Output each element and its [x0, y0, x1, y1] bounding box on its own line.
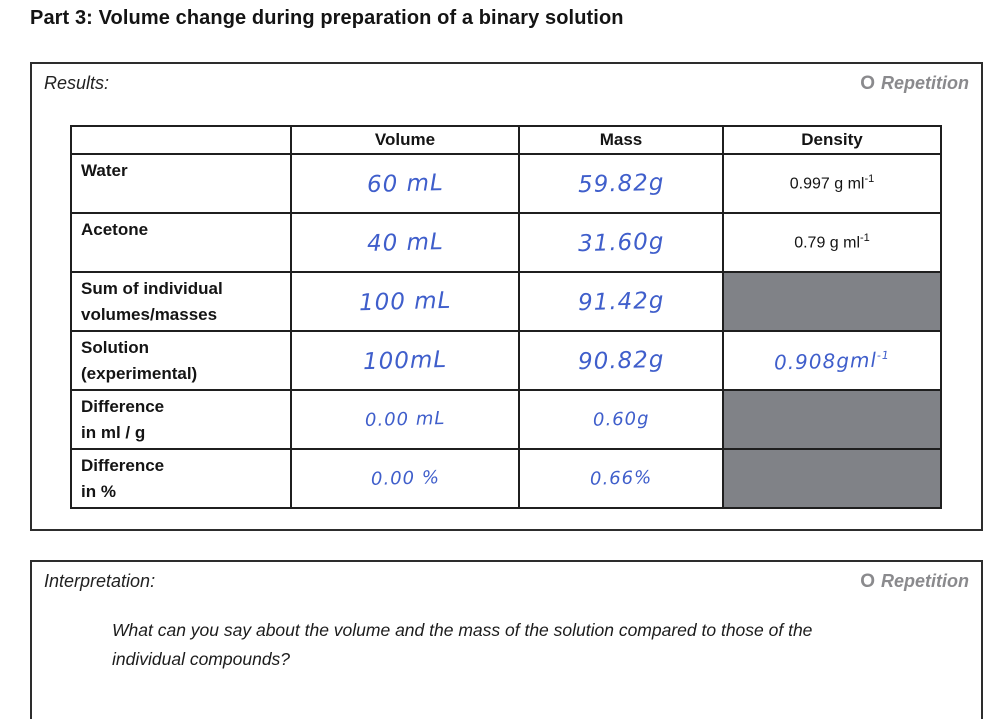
cell-difference-percent-mass: 0.66% [518, 448, 724, 509]
row-label-sum: Sum of individual volumes/masses [70, 271, 292, 332]
row-label-line1: Sum of individual [81, 279, 223, 298]
row-label-solution: Solution (experimental) [70, 330, 292, 391]
header-density: Density [722, 125, 942, 155]
handwritten-value: 91.42g [577, 287, 665, 316]
results-label: Results: [44, 73, 110, 93]
row-label-difference-percent: Difference in % [70, 448, 292, 509]
row-label-line2: in % [81, 482, 116, 501]
header-volume: Volume [290, 125, 520, 155]
results-table: Volume Mass Density Water 60 mL 59.82g 0… [70, 125, 942, 509]
handwritten-density-base: 0.908gml [773, 347, 878, 375]
cell-water-mass: 59.82g [518, 153, 724, 214]
handwritten-value: 100 mL [358, 287, 452, 316]
question-line2: individual compounds? [112, 649, 291, 669]
page-title: Part 3: Volume change during preparation… [30, 7, 624, 29]
header-mass: Mass [518, 125, 724, 155]
table-row-difference-ml-g: Difference in ml / g 0.00 mL 0.60g [70, 389, 942, 450]
cell-solution-density: 0.908gml-1 [722, 330, 942, 391]
table-header-row: Volume Mass Density [70, 125, 942, 155]
cell-solution-volume: 100mL [290, 330, 520, 391]
handwritten-value: 40 mL [366, 228, 444, 257]
cell-acetone-volume: 40 mL [290, 212, 520, 273]
row-label-line2: volumes/masses [81, 305, 218, 324]
row-label-water: Water [70, 153, 292, 214]
cell-difference-mass: 0.60g [518, 389, 724, 450]
repetition-circle-marker: O [860, 73, 875, 94]
cell-sum-density-shaded [722, 271, 942, 332]
row-label-line1: Difference [81, 397, 165, 416]
table-row-water: Water 60 mL 59.82g 0.997 g ml-1 [70, 153, 942, 214]
handwritten-value: 0.908gml-1 [774, 347, 891, 374]
cell-water-volume: 60 mL [290, 153, 520, 214]
row-label-line2: (experimental) [81, 364, 198, 383]
header-empty [70, 125, 292, 155]
results-panel: Results: O Repetition Volume Mass Density… [30, 62, 983, 531]
interpretation-label: Interpretation: [44, 571, 156, 591]
cell-sum-mass: 91.42g [518, 271, 724, 332]
cell-difference-volume: 0.00 mL [290, 389, 520, 450]
repetition-label: Repetition [881, 571, 969, 591]
density-exponent: -1 [864, 173, 875, 186]
repetition-badge-interpretation: O Repetition [860, 571, 969, 593]
printed-density: 0.997 g ml [789, 175, 865, 193]
handwritten-value: 100mL [362, 346, 448, 375]
row-label-line1: Water [81, 161, 128, 180]
interpretation-panel: Interpretation: O Repetition What can you… [30, 560, 983, 719]
table-row-difference-percent: Difference in % 0.00 % 0.66% [70, 448, 942, 509]
table-row-acetone: Acetone 40 mL 31.60g 0.79 g ml-1 [70, 212, 942, 273]
interpretation-question: What can you say about the volume and th… [112, 616, 972, 674]
question-line1: What can you say about the volume and th… [112, 620, 813, 640]
handwritten-value: 0.00 mL [364, 407, 446, 432]
cell-difference-percent-density-shaded [722, 448, 942, 509]
row-label-difference-ml-g: Difference in ml / g [70, 389, 292, 450]
handwritten-value: 90.82g [577, 346, 665, 375]
repetition-circle-marker: O [860, 571, 875, 592]
cell-acetone-mass: 31.60g [518, 212, 724, 273]
cell-solution-mass: 90.82g [518, 330, 724, 391]
handwritten-value: 60 mL [366, 169, 444, 198]
cell-sum-volume: 100 mL [290, 271, 520, 332]
row-label-line1: Acetone [81, 220, 149, 239]
row-label-line2: in ml / g [81, 423, 146, 442]
handwritten-value: 31.60g [577, 228, 665, 257]
density-exponent: -1 [860, 232, 870, 245]
cell-acetone-density: 0.79 g ml-1 [722, 212, 942, 273]
row-label-line1: Difference [81, 456, 165, 475]
density-exponent: -1 [876, 348, 891, 362]
handwritten-value: 0.66% [589, 467, 653, 490]
cell-difference-density-shaded [722, 389, 942, 450]
handwritten-value: 0.00 % [370, 467, 440, 490]
table-row-solution: Solution (experimental) 100mL 90.82g 0.9… [70, 330, 942, 391]
printed-density: 0.79 g ml [794, 234, 861, 252]
cell-difference-percent-volume: 0.00 % [290, 448, 520, 509]
repetition-badge-results: O Repetition [860, 73, 969, 95]
cell-water-density: 0.997 g ml-1 [722, 153, 942, 214]
row-label-line1: Solution [81, 338, 149, 357]
row-label-acetone: Acetone [70, 212, 292, 273]
table-row-sum: Sum of individual volumes/masses 100 mL … [70, 271, 942, 332]
handwritten-value: 59.82g [577, 169, 665, 198]
repetition-label: Repetition [881, 73, 969, 93]
handwritten-value: 0.60g [592, 408, 650, 431]
